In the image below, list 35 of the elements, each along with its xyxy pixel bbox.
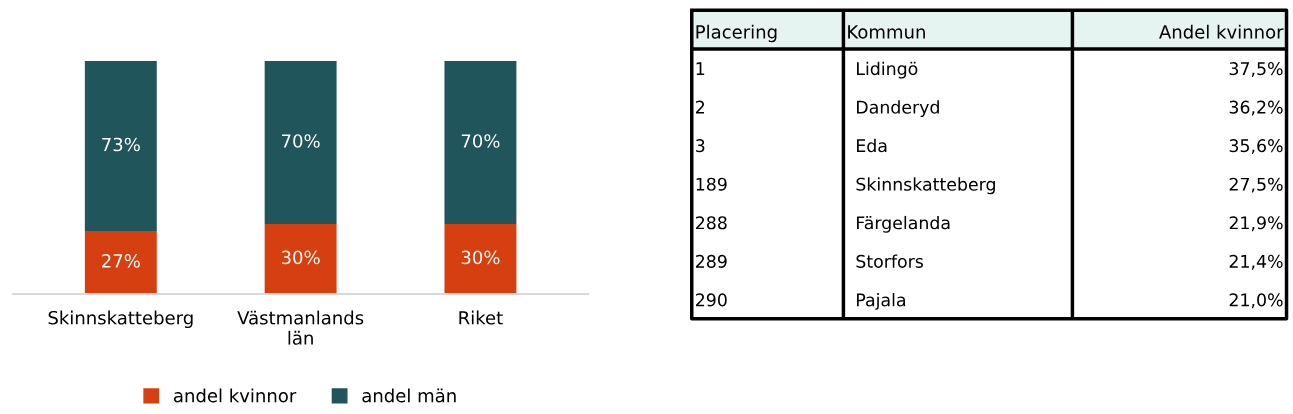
text: Danderyd [857,100,939,118]
text: Skinnskatteberg [856,177,995,195]
x-tick-label: Skinnskatteberg [48,310,193,329]
text: 2 [696,100,705,114]
legend-label: andel män [362,388,456,403]
text: 1 [696,62,705,75]
text: 189 [696,177,727,191]
text: 35,6% [1229,139,1283,155]
category-label: Andel kvinnor [1159,24,1284,39]
data-label: 30% [281,250,320,265]
data-label: 70% [461,134,500,148]
data-label: 30% [461,250,500,265]
text: 21,9% [1229,216,1283,232]
text: 288 [696,216,727,230]
text: Lidingö [857,61,918,79]
text: Pajala [857,293,905,310]
text: 21,4% [1229,254,1283,270]
text: Eda [857,138,887,153]
data-label: 70% [282,134,320,148]
text: Färgelanda [857,215,950,233]
text: 21,0% [1229,293,1283,309]
category-label: Placering [696,24,777,43]
x-tick-label: Riket [459,310,503,325]
text: Storfors [856,254,923,268]
text: 27,5% [1229,177,1283,193]
text: 3 [696,139,705,153]
category-label: Kommun [848,25,925,39]
text: 290 [696,293,727,307]
data-label: 27% [102,254,140,268]
text: 37,5% [1229,62,1283,77]
x-tick-label: Västmanlands län [237,310,364,345]
legend-label: andel kvinnor [174,388,297,403]
text: 36,2% [1229,100,1283,116]
text: 289 [696,254,727,268]
data-label: 73% [102,137,140,152]
